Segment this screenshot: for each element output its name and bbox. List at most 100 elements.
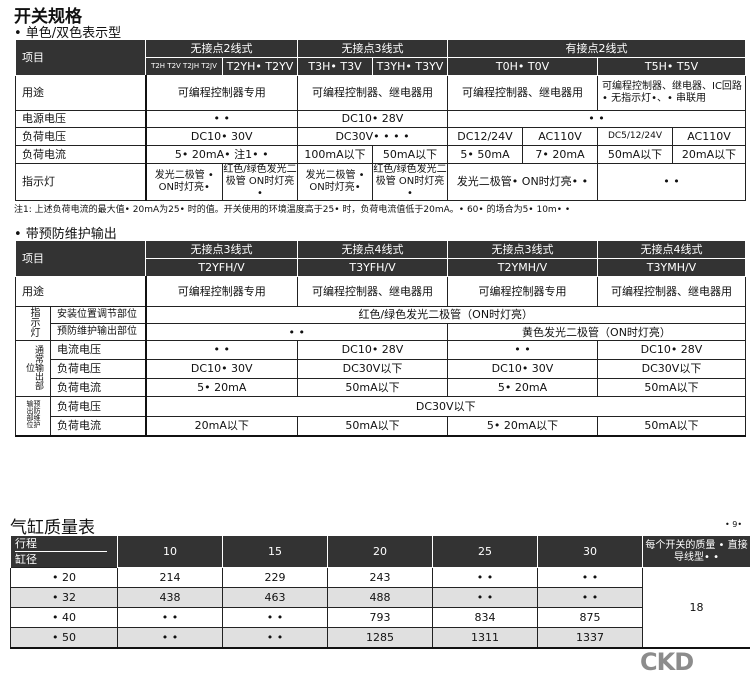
stroke-header: 15 xyxy=(222,535,328,568)
cell: • • xyxy=(145,110,298,128)
table-row: 负荷电流 5• 20mA• 注1• • 100mA以下 50mA以下 5• 50mA 7•… xyxy=(15,145,746,164)
weight-table-title: 气缸质量表 xyxy=(10,518,95,538)
row-label: 电流电压 xyxy=(50,340,147,360)
cell: 5• 20mA xyxy=(447,377,598,398)
table-row: 指示灯 安装位置调节部位 红色/绿色发光二极管（ON时灯亮） xyxy=(15,305,746,342)
cell: AC110V xyxy=(672,127,746,146)
cell: DC30V• • • • xyxy=(297,127,448,146)
header-group: 无接点4线式 xyxy=(297,240,448,259)
cell: 50mA以下 xyxy=(297,415,448,437)
cell: • • xyxy=(537,567,643,588)
table-row: 负荷电压 DC10• 30V DC30V以下 DC10• 30V DC30V以下 xyxy=(16,358,746,379)
cell: 214 xyxy=(117,567,223,588)
row-label: 负荷电流 xyxy=(50,415,147,437)
cell: 发光二极管 • ON时灯亮• xyxy=(145,163,223,201)
row-label: 负荷电压 xyxy=(50,396,147,417)
cell: 50mA以下 xyxy=(372,145,448,164)
bore-cell: • 50 xyxy=(10,627,118,648)
cell: 875 xyxy=(537,607,643,628)
table-row: 负荷电流 20mA以下 50mA以下 5• 20mA以下 50mA以下 xyxy=(15,415,746,437)
cell: DC10• 30V xyxy=(145,358,298,379)
row-label: 用途 xyxy=(15,75,147,111)
cell: 可编程控制器专用 xyxy=(145,75,298,111)
page-title: 开关规格 xyxy=(14,7,82,27)
header-group: 无接点3线式 xyxy=(145,240,298,259)
table-row: • 20 214 229 243 • • • • 18 xyxy=(10,567,750,648)
cell: 50mA以下 xyxy=(597,415,746,437)
cell: 1285 xyxy=(327,627,433,648)
cell: 5• 20mA• 注1• • xyxy=(145,145,298,164)
bore-label: 缸径 xyxy=(15,551,107,567)
cell: DC5/12/24V xyxy=(597,127,673,146)
cell: • • xyxy=(447,110,746,128)
stroke-header: 20 xyxy=(327,535,433,568)
cell: 黄色发光二极管（ON时灯亮） xyxy=(447,323,746,342)
maintenance-output-table: 项目 无接点3线式 无接点4线式 无接点3线式 无接点4线式 T2YFH/V T3YFH/… xyxy=(15,240,746,437)
header-group: 无接点2线式 xyxy=(145,39,298,58)
table-row: • 40 • • • • 793 834 875 xyxy=(10,607,750,628)
cell: DC10• 30V xyxy=(447,358,598,379)
cell: • • xyxy=(597,163,746,201)
cell: 50mA以下 xyxy=(597,377,746,398)
group-label: 预防维护输出部位 xyxy=(26,400,41,429)
cell: 7• 20mA xyxy=(522,145,598,164)
cell: • • xyxy=(222,607,328,628)
cell: 834 xyxy=(432,607,538,628)
cell: 可编程控制器、继电器用 xyxy=(597,276,746,307)
cell: 50mA以下 xyxy=(297,377,448,398)
section1-subtitle: • 单色/双色表示型 xyxy=(14,26,122,41)
cell: 488 xyxy=(327,587,433,608)
cell: • • xyxy=(117,607,223,628)
header-model: T5H• T5V xyxy=(597,57,746,76)
table-row: 负荷电流 5• 20mA 50mA以下 5• 20mA 50mA以下 xyxy=(16,377,746,398)
cell: 红色/绿色发光二极管 ON时灯亮• xyxy=(372,163,448,201)
cell: DC12/24V xyxy=(447,127,523,146)
cell: DC10• 28V xyxy=(297,110,448,128)
cell: • • xyxy=(537,587,643,608)
row-label: 安装位置调节部位 xyxy=(50,305,147,325)
switch-spec-table: 项目 无接点2线式 无接点3线式 有接点2线式 T2H T2V T2JH T2JV T2… xyxy=(15,39,746,201)
cell: 50mA以下 xyxy=(597,145,673,164)
stroke-header: 25 xyxy=(432,535,538,568)
table-row: 预防维护输出部位 • • 黄色发光二极管（ON时灯亮） xyxy=(16,323,746,342)
header-model: T3YH• T3YV xyxy=(372,57,448,76)
cell: DC10• 28V xyxy=(297,340,448,360)
cell: DC30V以下 xyxy=(297,358,448,379)
cell: 100mA以下 xyxy=(297,145,373,164)
cell: 438 xyxy=(117,587,223,608)
header-model: T3H• T3V xyxy=(297,57,373,76)
table-row: 指示灯 发光二极管 • ON时灯亮• 红色/绿色发光二极管 ON时灯亮• 发光二极管 … xyxy=(15,163,746,201)
cell: 可编程控制器专用 xyxy=(447,276,598,307)
section2-subtitle: • 带预防维护输出 xyxy=(14,227,117,242)
table-row: 用途 可编程控制器专用 可编程控制器、继电器用 可编程控制器专用 可编程控制器、继电器用 xyxy=(15,276,746,307)
header-group: 无接点4线式 xyxy=(597,240,746,259)
stroke-label: 行程 xyxy=(15,537,37,550)
cell: 5• 50mA xyxy=(447,145,523,164)
row-label: 指示灯 xyxy=(15,163,147,201)
cell: 可编程控制器、继电器用 xyxy=(297,75,448,111)
cell: DC30V以下 xyxy=(597,358,746,379)
header-group: 无接点3线式 xyxy=(447,240,598,259)
header-model: T2YH• T2YV xyxy=(222,57,298,76)
cell: 可编程控制器专用 xyxy=(145,276,298,307)
footnote: 注1: 上述负荷电流的最大值• 20mA为25• 时的值。开关使用的环境温度高于… xyxy=(14,205,571,215)
cell: 发光二极管 • ON时灯亮• xyxy=(297,163,373,201)
header-model: T2YFH/V xyxy=(145,258,298,277)
cell: • • xyxy=(117,627,223,648)
cell: 1311 xyxy=(432,627,538,648)
cell: 463 xyxy=(222,587,328,608)
stroke-header: 30 xyxy=(537,535,643,568)
cell: DC30V以下 xyxy=(145,396,746,417)
table-row: 通常输出部位 电流电压 • • DC10• 28V • • DC10• 28V xyxy=(15,340,746,398)
cell: 5• 20mA以下 xyxy=(447,415,598,437)
table-row: 预防维护输出部位 负荷电压 DC30V以下 xyxy=(15,396,746,437)
switch-weight-value: 18 xyxy=(642,567,750,648)
row-label: 负荷电流 xyxy=(15,145,147,164)
ckd-logo: CKD xyxy=(640,648,694,676)
cell: DC10• 30V xyxy=(145,127,298,146)
cell: 20mA以下 xyxy=(672,145,746,164)
cell: 可编程控制器、继电器用 xyxy=(447,75,598,111)
cell: 20mA以下 xyxy=(145,415,298,437)
row-label: 预防维护输出部位 xyxy=(50,323,147,342)
